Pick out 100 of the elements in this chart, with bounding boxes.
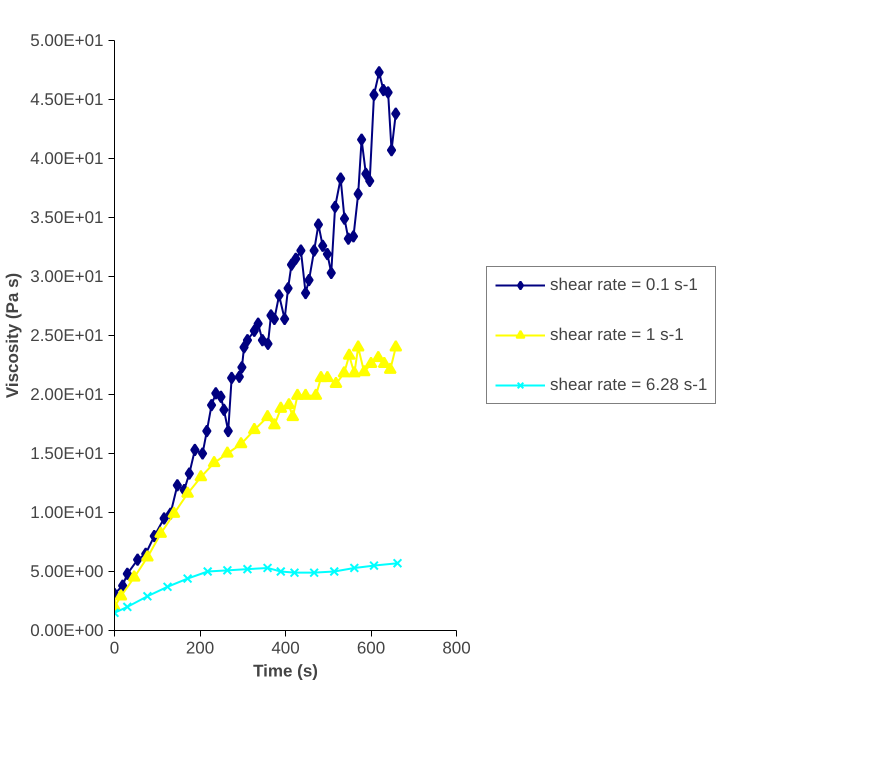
x-tick-label: 800 xyxy=(442,638,471,658)
point xyxy=(222,565,232,576)
point xyxy=(291,252,300,266)
point xyxy=(239,340,249,354)
legend-label: shear rate = 0.1 s-1 xyxy=(550,275,698,295)
point xyxy=(282,398,296,410)
point xyxy=(263,337,273,350)
point xyxy=(290,568,300,578)
point xyxy=(309,568,320,578)
point xyxy=(270,312,280,326)
point xyxy=(118,579,128,592)
point xyxy=(322,248,332,261)
point xyxy=(329,566,340,576)
point xyxy=(286,258,296,272)
y-tick-label: 3.50E+01 xyxy=(30,208,104,227)
point xyxy=(122,602,132,612)
point xyxy=(391,107,400,120)
point xyxy=(318,239,328,252)
point xyxy=(361,167,371,180)
point xyxy=(194,470,208,482)
point xyxy=(258,334,268,347)
point xyxy=(202,424,212,438)
point xyxy=(383,86,393,99)
point xyxy=(234,370,244,384)
point xyxy=(268,418,281,430)
point xyxy=(300,286,310,300)
point xyxy=(261,410,274,422)
point xyxy=(219,403,229,416)
point xyxy=(234,436,248,448)
point xyxy=(237,360,247,374)
point xyxy=(202,566,213,576)
point xyxy=(384,362,397,374)
point xyxy=(172,478,182,492)
point xyxy=(336,172,346,186)
point xyxy=(374,66,384,79)
point xyxy=(348,230,358,243)
point xyxy=(184,467,194,480)
y-tick-label: 3.00E+01 xyxy=(30,267,104,286)
point xyxy=(392,558,402,568)
y-axis-title: Viscosity (Pa s) xyxy=(3,272,22,398)
point xyxy=(326,266,336,280)
point xyxy=(358,364,371,376)
legend-label: shear rate = 6.28 s-1 xyxy=(550,375,708,395)
point xyxy=(128,570,141,582)
point xyxy=(330,200,340,214)
point xyxy=(132,553,142,566)
y-tick-label: 4.00E+01 xyxy=(30,149,104,168)
point xyxy=(274,401,288,413)
point xyxy=(198,447,208,460)
point xyxy=(224,424,233,438)
point xyxy=(314,218,324,232)
point xyxy=(320,370,334,382)
y-tick-label: 0.00E+00 xyxy=(30,621,104,640)
point xyxy=(226,371,236,384)
x-tick-label: 0 xyxy=(110,638,120,658)
point xyxy=(286,410,300,422)
x-axis-title: Time (s) xyxy=(253,662,318,680)
point xyxy=(154,526,168,538)
point xyxy=(216,390,226,404)
y-tick-label: 1.00E+01 xyxy=(30,503,104,522)
point xyxy=(349,563,360,573)
point xyxy=(356,133,366,146)
point xyxy=(280,312,290,326)
point xyxy=(386,144,396,157)
y-tick-label: 2.50E+01 xyxy=(30,326,104,345)
point xyxy=(182,574,192,584)
point xyxy=(309,244,319,258)
point xyxy=(352,340,365,352)
point xyxy=(122,567,132,580)
point xyxy=(248,422,261,434)
point xyxy=(304,274,314,287)
point xyxy=(250,324,259,338)
point xyxy=(299,388,312,400)
point xyxy=(242,334,252,347)
point xyxy=(329,376,342,388)
point xyxy=(274,288,284,302)
y-tick-label: 5.00E+01 xyxy=(30,31,104,50)
point xyxy=(242,564,252,574)
point xyxy=(283,282,293,295)
point xyxy=(181,486,194,498)
y-tick-label: 2.00E+01 xyxy=(30,385,104,404)
legend-label: shear rate = 1 s-1 xyxy=(550,325,684,345)
x-tick-label: 200 xyxy=(186,638,214,658)
point xyxy=(206,398,216,412)
y-tick-label: 5.00E+00 xyxy=(30,562,104,581)
point xyxy=(162,582,172,592)
point xyxy=(220,446,234,458)
point xyxy=(342,348,356,360)
point xyxy=(338,366,351,378)
y-tick-label: 4.50E+01 xyxy=(30,90,104,109)
point xyxy=(309,388,322,400)
point xyxy=(296,244,306,258)
point xyxy=(142,591,152,602)
x-tick-label: 400 xyxy=(271,638,300,658)
point xyxy=(276,566,286,576)
point xyxy=(262,563,272,573)
point xyxy=(364,356,378,368)
point xyxy=(208,456,221,468)
point xyxy=(253,317,263,330)
point xyxy=(354,187,363,200)
